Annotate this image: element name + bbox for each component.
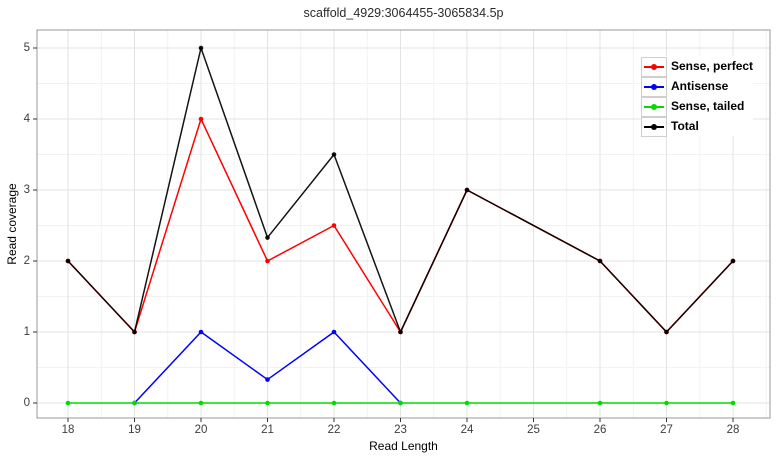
data-point — [265, 400, 270, 406]
legend-key-dot — [651, 83, 657, 90]
legend-label: Sense, tailed — [671, 99, 745, 113]
data-point — [198, 329, 204, 335]
data-point — [464, 400, 470, 406]
series-line — [67, 47, 734, 333]
data-point — [464, 187, 470, 193]
data-point — [265, 377, 270, 382]
x-tick-label: 20 — [194, 424, 208, 436]
legend-label: Antisense — [671, 79, 729, 93]
y-tick-label: 3 — [23, 184, 30, 196]
legend-key-swatch — [641, 76, 667, 97]
legend-key-swatch — [641, 116, 667, 137]
x-tick-label: 21 — [261, 424, 274, 436]
legend-key-dot — [651, 103, 657, 110]
legend-key-dot — [651, 123, 657, 130]
data-point — [265, 258, 270, 264]
data-point — [331, 223, 337, 228]
data-point — [597, 400, 603, 406]
data-point — [730, 400, 736, 406]
data-point — [398, 329, 403, 335]
data-point — [331, 329, 337, 335]
data-point — [398, 400, 403, 406]
legend-item: Total — [641, 116, 753, 137]
legend-key-swatch — [641, 96, 667, 117]
data-point — [198, 45, 204, 51]
y-tick-label: 4 — [23, 113, 30, 125]
data-point — [664, 400, 669, 406]
legend-item: Sense, tailed — [641, 96, 753, 117]
data-point — [730, 258, 736, 264]
data-point — [65, 400, 71, 406]
panel-border — [36, 29, 771, 419]
y-tick-label: 0 — [23, 397, 30, 409]
legend-item: Sense, perfect — [641, 56, 754, 77]
x-tick-label: 22 — [327, 424, 341, 436]
data-point — [331, 152, 337, 157]
chart-title: scaffold_4929:3064455-3065834.5p — [303, 6, 504, 20]
x-tick-label: 27 — [660, 424, 673, 436]
data-point — [265, 235, 270, 240]
x-tick-label: 24 — [460, 424, 474, 436]
y-tick-label: 5 — [23, 42, 30, 54]
data-point — [664, 329, 669, 335]
legend-label: Total — [671, 119, 699, 133]
x-tick-label: 25 — [527, 424, 540, 436]
y-tick-label: 2 — [23, 255, 30, 267]
legend: Sense, perfect Antisense Sense, tailed Tota… — [641, 56, 754, 137]
legend-key-dot — [651, 63, 657, 70]
y-tick-label: 1 — [23, 326, 30, 338]
x-tick-label: 18 — [61, 424, 75, 436]
x-tick-label: 23 — [394, 424, 407, 436]
data-point — [132, 400, 137, 406]
data-point — [597, 258, 603, 264]
legend-label: Sense, perfect — [671, 59, 754, 73]
data-point — [198, 116, 204, 122]
data-point — [198, 400, 204, 406]
data-point — [132, 329, 137, 335]
data-point — [65, 258, 71, 264]
legend-key-swatch — [641, 56, 667, 77]
x-axis-title: Read Length — [369, 439, 438, 453]
data-point — [331, 400, 337, 406]
x-tick-label: 28 — [726, 424, 740, 436]
legend-item: Antisense — [641, 76, 753, 97]
x-tick-label: 19 — [128, 424, 141, 436]
x-tick-label: 26 — [593, 424, 607, 436]
